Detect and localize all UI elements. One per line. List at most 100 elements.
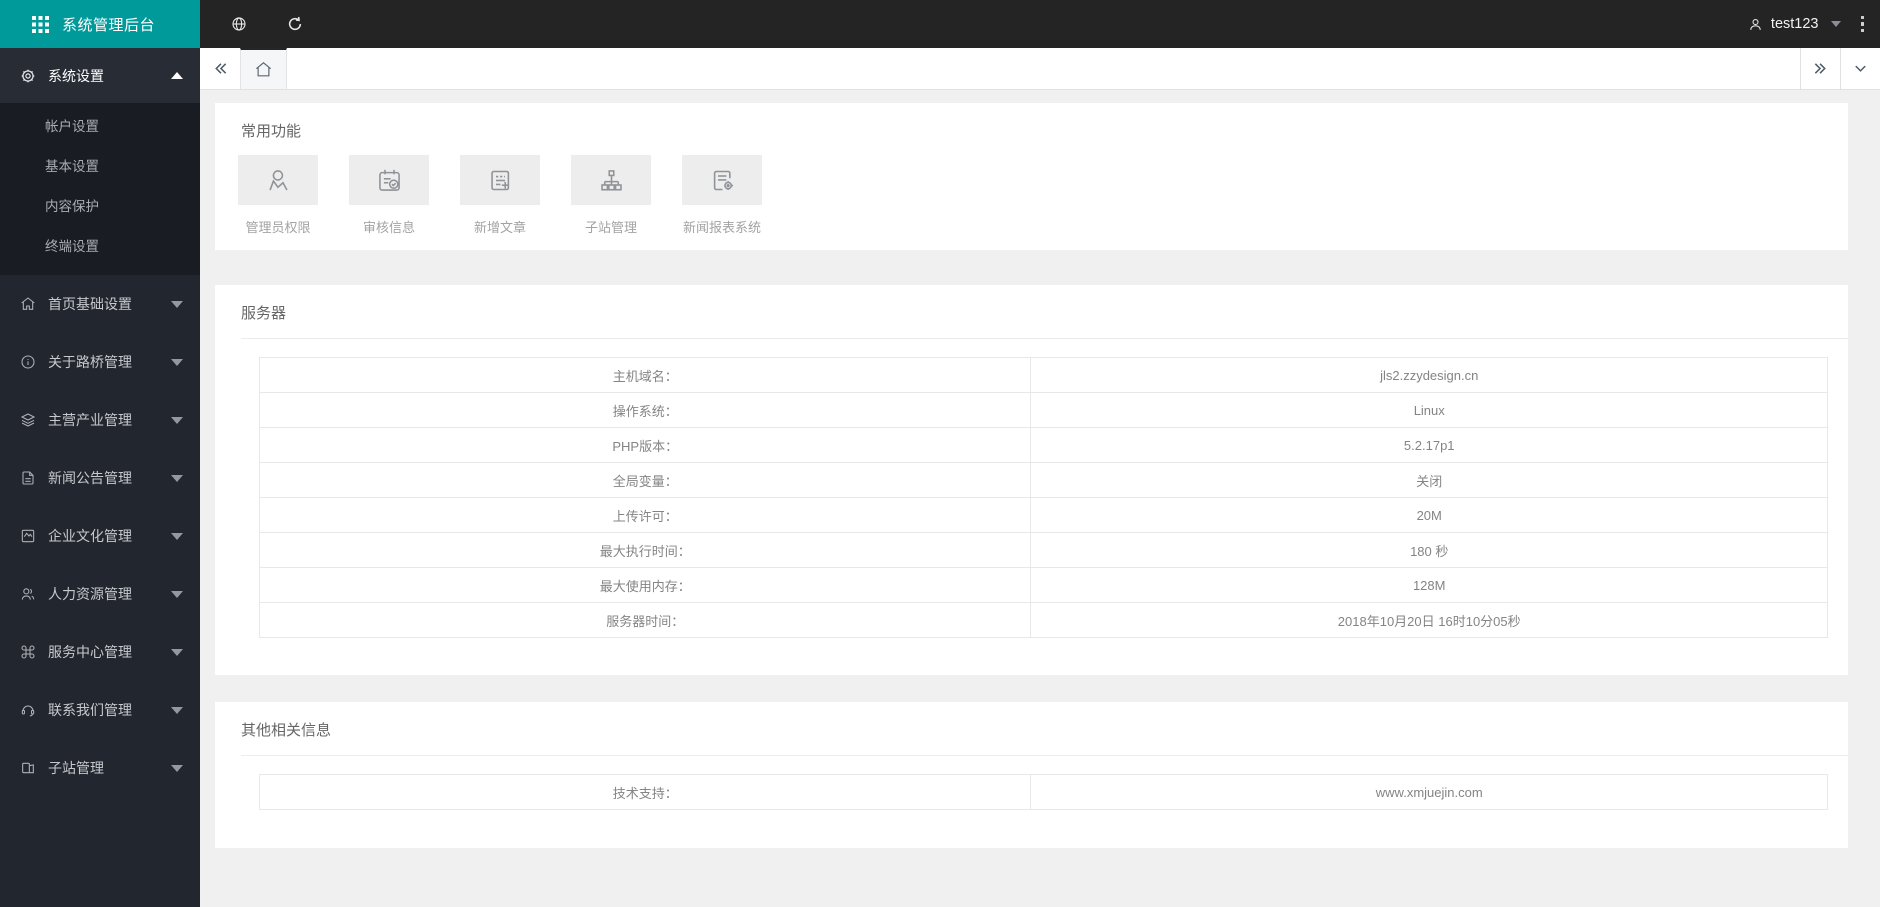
section-title: 常用功能 (241, 123, 302, 140)
sidebar-group-label: 人力资源管理 (48, 586, 132, 602)
sidebar-group-label: 子站管理 (48, 760, 104, 776)
other-info-table: 技术支持： www.xmjuejin.com (258, 774, 1828, 810)
tab-home[interactable] (240, 48, 287, 89)
table-row: PHP版本： 5.2.17p1 (258, 427, 1828, 463)
chevron-down-icon (1830, 21, 1841, 27)
quick-tile-admin-permissions[interactable]: 管理员权限 (238, 155, 318, 236)
file-text-icon (20, 470, 36, 486)
document-gear-icon (713, 170, 733, 190)
sidebar-group-contact[interactable]: 联系我们管理 (0, 681, 200, 739)
tile-label: 子站管理 (584, 220, 637, 235)
sidebar-group-label: 首页基础设置 (48, 296, 132, 312)
caret-down-icon (171, 590, 183, 598)
tile-label: 审核信息 (362, 220, 415, 235)
row-label: 主机域名： (258, 357, 1032, 393)
table-row: 上传许可： 20M (258, 497, 1828, 533)
row-value: 2018年10月20日 16时10分05秒 (1030, 602, 1828, 638)
sidebar-group-industry[interactable]: 主营产业管理 (0, 391, 200, 449)
globe-icon[interactable] (225, 0, 253, 48)
sidebar-group-label: 服务中心管理 (48, 644, 132, 660)
row-value: 5.2.17p1 (1030, 427, 1828, 463)
sidebar-group-system-settings[interactable]: 系统设置 (0, 48, 200, 103)
tabs-scroll-right-button[interactable] (1800, 48, 1840, 89)
caret-down-icon (171, 300, 183, 308)
app-logo[interactable]: 系统管理后台 (0, 0, 200, 48)
sidebar-item-content-protection[interactable]: 内容保护 (45, 199, 99, 214)
user-menu[interactable]: test123 (1748, 16, 1841, 32)
main-content: 常用功能 管理员权限 (200, 90, 1880, 907)
tile-label: 新闻报表系统 (682, 220, 761, 235)
layers-icon (20, 412, 36, 428)
sidebar-submenu: 帐户设置 基本设置 内容保护 终端设置 (0, 103, 200, 275)
sidebar-group-label: 联系我们管理 (48, 702, 132, 718)
caret-down-icon (171, 532, 183, 540)
sidebar-group-service-center[interactable]: 服务中心管理 (0, 623, 200, 681)
section-title: 其他相关信息 (241, 722, 332, 739)
sidebar-group-homepage[interactable]: 首页基础设置 (0, 275, 200, 333)
row-label: PHP版本： (258, 427, 1032, 463)
home-icon (20, 296, 36, 312)
table-row: 服务器时间： 2018年10月20日 16时10分05秒 (258, 602, 1828, 638)
calendar-check-icon (378, 169, 400, 191)
sidebar-group-label: 系统设置 (48, 67, 104, 84)
sidebar-group-culture[interactable]: 企业文化管理 (0, 507, 200, 565)
row-value: 20M (1030, 497, 1828, 533)
row-value: jls2.zzydesign.cn (1030, 357, 1828, 393)
row-label: 上传许可： (258, 497, 1032, 533)
other-info-card: 其他相关信息 技术支持： www.xmjuejin.com (215, 702, 1848, 848)
image-icon (20, 528, 36, 544)
row-label: 操作系统： (258, 392, 1032, 428)
table-row: 主机域名： jls2.zzydesign.cn (258, 357, 1828, 393)
sidebar-group-subsite[interactable]: 子站管理 (0, 739, 200, 797)
quick-tiles: 管理员权限 审核信息 (215, 141, 1848, 236)
table-row: 最大执行时间： 180 秒 (258, 532, 1828, 568)
row-value: 180 秒 (1030, 532, 1828, 568)
row-value: 128M (1030, 567, 1828, 603)
refresh-icon[interactable] (281, 0, 309, 48)
quick-functions-card: 常用功能 管理员权限 (215, 103, 1848, 250)
sidebar-item-basic-settings[interactable]: 基本设置 (45, 159, 99, 174)
tile-label: 新增文章 (473, 220, 526, 235)
sidebar-group-label: 主营产业管理 (48, 412, 132, 428)
divider (241, 755, 1848, 756)
quick-tile-subsite-management[interactable]: 子站管理 (571, 155, 651, 236)
quick-tile-news-report[interactable]: 新闻报表系统 (682, 155, 762, 236)
topbar: test123 (200, 0, 1880, 48)
username: test123 (1770, 16, 1819, 32)
quick-tile-audit-info[interactable]: 审核信息 (349, 155, 429, 236)
row-label: 全局变量： (258, 462, 1032, 498)
admin-user-icon (268, 169, 288, 190)
tabs-scroll-left-button[interactable] (200, 48, 240, 89)
sidebar-group-news[interactable]: 新闻公告管理 (0, 449, 200, 507)
sitemap-icon (600, 169, 622, 191)
grid-icon (32, 15, 49, 33)
row-label: 最大使用内存： (258, 567, 1032, 603)
more-menu-icon[interactable] (1841, 15, 1880, 33)
sidebar-item-terminal-settings[interactable]: 终端设置 (45, 239, 99, 254)
document-plus-icon (490, 170, 509, 190)
caret-down-icon (171, 416, 183, 424)
row-value: Linux (1030, 392, 1828, 428)
users-icon (20, 586, 36, 602)
sidebar-group-about[interactable]: 关于路桥管理 (0, 333, 200, 391)
row-label: 最大执行时间： (258, 532, 1032, 568)
info-icon (20, 354, 36, 370)
archive-icon (20, 760, 36, 776)
sidebar-group-hr[interactable]: 人力资源管理 (0, 565, 200, 623)
user-icon (1748, 17, 1763, 32)
gear-icon (20, 68, 36, 84)
caret-down-icon (171, 764, 183, 772)
table-row: 操作系统： Linux (258, 392, 1828, 428)
section-title: 服务器 (241, 305, 287, 322)
caret-down-icon (171, 474, 183, 482)
sidebar-item-account-settings[interactable]: 帐户设置 (45, 119, 99, 134)
home-icon (255, 61, 272, 77)
table-row: 技术支持： www.xmjuejin.com (258, 774, 1828, 810)
tabs-collapse-button[interactable] (1840, 48, 1880, 89)
command-icon (20, 644, 36, 660)
caret-down-icon (171, 358, 183, 366)
row-label: 服务器时间： (258, 602, 1032, 638)
quick-tile-new-article[interactable]: 新增文章 (460, 155, 540, 236)
row-value: www.xmjuejin.com (1030, 774, 1828, 810)
table-row: 最大使用内存： 128M (258, 567, 1828, 603)
